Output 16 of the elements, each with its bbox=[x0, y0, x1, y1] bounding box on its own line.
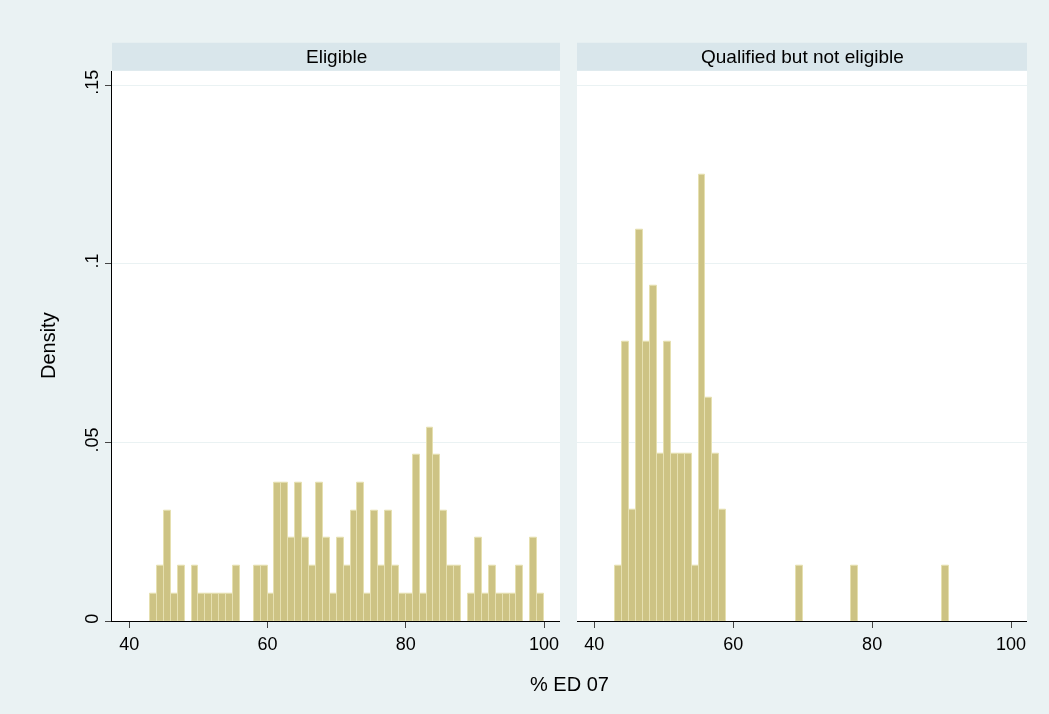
chart-title: Qualified but not eligible bbox=[701, 46, 904, 67]
y-tick-label: .1 bbox=[81, 253, 102, 269]
x-axis-title: % ED 07 bbox=[530, 673, 609, 695]
chart-title: Eligible bbox=[306, 46, 368, 67]
x-tick-label: 60 bbox=[723, 633, 744, 654]
x-tick-label: 80 bbox=[395, 633, 416, 654]
y-tick-label: .15 bbox=[81, 69, 102, 95]
y-axis-title: Density bbox=[36, 312, 59, 380]
y-tick-label: .05 bbox=[81, 427, 102, 453]
y-tick-label: 0 bbox=[81, 613, 102, 624]
x-tick-label: 60 bbox=[257, 633, 278, 654]
x-tick-label: 40 bbox=[119, 633, 140, 654]
x-tick-label: 100 bbox=[529, 633, 560, 654]
x-tick-label: 80 bbox=[862, 633, 883, 654]
x-tick-label: 40 bbox=[584, 633, 605, 654]
x-tick-label: 100 bbox=[996, 633, 1027, 654]
